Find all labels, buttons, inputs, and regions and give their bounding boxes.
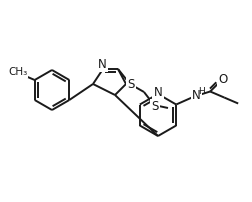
Text: N: N xyxy=(154,85,162,99)
Text: CH₃: CH₃ xyxy=(8,67,27,77)
Text: O: O xyxy=(218,73,228,86)
Text: N: N xyxy=(192,89,201,102)
Text: S: S xyxy=(151,101,159,114)
Text: H: H xyxy=(198,87,205,96)
Text: S: S xyxy=(127,78,135,90)
Text: N: N xyxy=(98,58,106,70)
